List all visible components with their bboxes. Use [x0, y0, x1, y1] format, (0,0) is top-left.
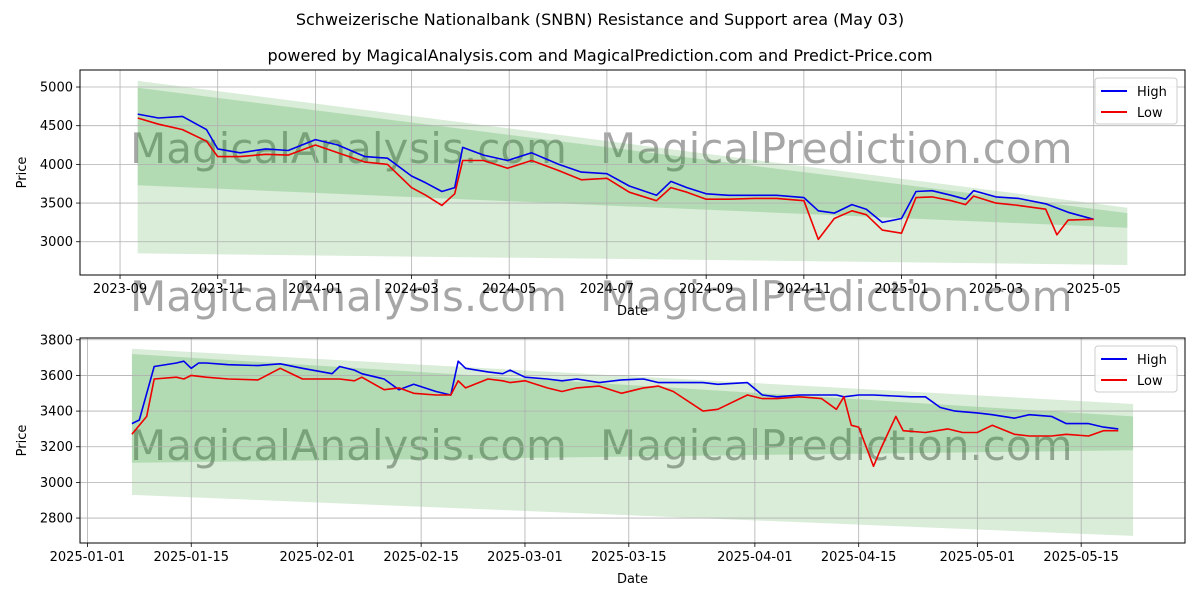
y-tick-label: 3000 [40, 235, 73, 250]
x-tick-label: 2025-05-15 [1043, 550, 1119, 565]
x-tick-label: 2023-11 [191, 282, 245, 297]
x-tick-label: 2025-02-15 [383, 550, 459, 565]
x-tick-label: 2023-09 [93, 282, 147, 297]
x-tick-label: 2024-07 [580, 282, 634, 297]
y-tick-label: 3500 [40, 197, 73, 212]
watermark-text: MagicalAnalysis.com [130, 272, 567, 321]
legend: High Low [1094, 77, 1178, 125]
series-line-high [137, 113, 1094, 224]
watermark-text: MagicalAnalysis.com [130, 124, 567, 173]
x-tick-label: 2025-03-01 [487, 550, 563, 565]
y-tick-label: 3200 [40, 440, 73, 455]
x-tick-label: 2025-04-15 [821, 550, 897, 565]
x-tick-label: 2024-01 [288, 282, 342, 297]
figure-title: Schweizerische Nationalbank (SNBN) Resis… [295, 10, 905, 29]
x-tick-label: 2025-02-01 [280, 550, 356, 565]
y-tick-label: 4500 [40, 119, 73, 134]
support-resistance-band [137, 87, 1128, 228]
y-tick-label: 4000 [40, 158, 73, 173]
panel-2: MagicalAnalysis.com MagicalPrediction.com… [15, 333, 1186, 587]
y-tick-label: 3800 [40, 333, 73, 348]
y-tick-label: 5000 [40, 81, 73, 96]
y-tick-label: 3400 [40, 405, 73, 420]
x-tick-label: 2025-05-01 [940, 550, 1016, 565]
support-resistance-band [131, 354, 1134, 463]
watermark-text: MagicalAnalysis.com [130, 421, 567, 470]
legend-label: Low [1137, 374, 1163, 389]
plot-frame [79, 69, 1186, 276]
y-axis-label: Price [15, 425, 30, 457]
x-tick-label: 2025-03-15 [591, 550, 667, 565]
series-line-high [131, 360, 1119, 430]
series-line-low [131, 367, 1119, 468]
y-tick-label: 3600 [40, 369, 73, 384]
watermark-text: MagicalPrediction.com [600, 124, 1073, 173]
x-tick-label: 2024-05 [482, 282, 536, 297]
panel-1: MagicalAnalysis.com MagicalPrediction.com… [15, 69, 1186, 321]
y-axis-label: Price [15, 157, 30, 189]
legend-label: High [1137, 85, 1167, 100]
figure-subtitle: powered by MagicalAnalysis.com and Magic… [267, 46, 933, 65]
x-tick-label: 2025-03 [969, 282, 1023, 297]
legend-label: Low [1137, 106, 1163, 121]
x-tick-label: 2025-05 [1067, 282, 1121, 297]
y-tick-label: 2800 [40, 512, 73, 527]
watermark-text: MagicalPrediction.com [600, 272, 1073, 321]
watermark-text: MagicalPrediction.com [600, 421, 1073, 470]
plot-frame [79, 337, 1186, 544]
legend: High Low [1094, 345, 1178, 393]
x-tick-label: 2025-04-01 [717, 550, 793, 565]
x-tick-label: 2025-01-15 [153, 550, 229, 565]
y-tick-label: 3000 [40, 476, 73, 491]
legend-label: High [1137, 353, 1167, 368]
x-axis-label: Date [617, 572, 648, 587]
series-line-low [137, 117, 1094, 241]
x-tick-label: 2024-03 [384, 282, 438, 297]
support-resistance-band [137, 80, 1128, 265]
x-axis-label: Date [617, 304, 648, 319]
x-tick-label: 2025-01 [874, 282, 928, 297]
x-tick-label: 2024-11 [777, 282, 831, 297]
x-tick-label: 2025-01-01 [50, 550, 126, 565]
x-tick-label: 2024-09 [679, 282, 733, 297]
